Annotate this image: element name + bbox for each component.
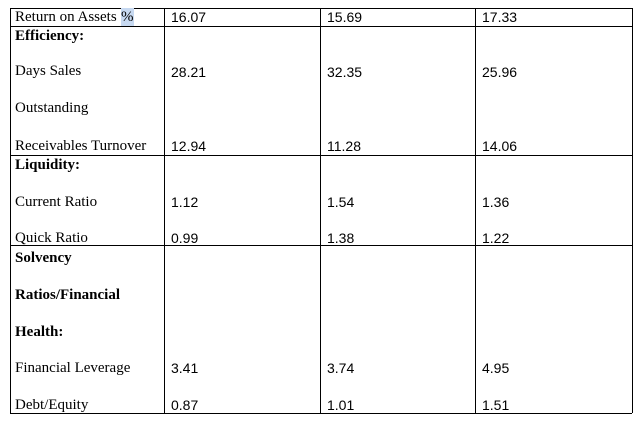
table-border <box>632 8 633 413</box>
cell-value: 1.38 <box>327 230 355 246</box>
cell-value: 1.22 <box>482 230 510 246</box>
cell-value: 3.74 <box>327 360 355 376</box>
cell-value: 17.33 <box>482 9 518 25</box>
cell-value: 15.69 <box>327 9 363 25</box>
cell-value: 1.01 <box>327 397 355 413</box>
cell-value: 11.28 <box>327 138 361 154</box>
table-border <box>10 8 11 413</box>
row-label: Debt/Equity <box>15 397 89 413</box>
table-border <box>164 8 165 413</box>
table-border <box>475 8 476 413</box>
table-border <box>320 8 321 413</box>
cell-value: 1.36 <box>482 194 510 210</box>
section-heading: Efficiency: <box>15 28 85 44</box>
cell-value: 14.06 <box>482 138 518 154</box>
row-label: Quick Ratio <box>15 230 88 246</box>
table-border <box>10 155 632 156</box>
cell-value: 1.54 <box>327 194 355 210</box>
cell-value: 25.96 <box>482 64 518 80</box>
cell-value: 12.94 <box>171 138 207 154</box>
cell-value: 16.07 <box>171 9 207 25</box>
cell-value: 28.21 <box>171 64 207 80</box>
table-border <box>10 8 632 9</box>
row-label: Current Ratio <box>15 194 98 210</box>
row-label: Financial Leverage <box>15 360 131 376</box>
cell-value: 0.87 <box>171 397 199 413</box>
cell-value: 1.51 <box>482 397 510 413</box>
cell-value: 3.41 <box>171 360 199 376</box>
section-heading: Solvency Ratios/Financial Health: <box>15 250 121 340</box>
section-heading: Liquidity: <box>15 157 81 173</box>
cell-value: 4.95 <box>482 360 510 376</box>
row-label: Receivables Turnover <box>15 138 147 154</box>
row-label: Return on Assets <box>15 9 117 25</box>
cell-value: 0.99 <box>171 230 199 246</box>
cell-value: 1.12 <box>171 194 199 210</box>
cell-value: 32.35 <box>327 64 363 80</box>
row-label: Days Sales Outstanding <box>15 63 89 116</box>
table-border <box>10 245 632 246</box>
table-border <box>10 26 632 27</box>
table-border <box>10 413 632 414</box>
row-unit: % <box>121 8 134 26</box>
